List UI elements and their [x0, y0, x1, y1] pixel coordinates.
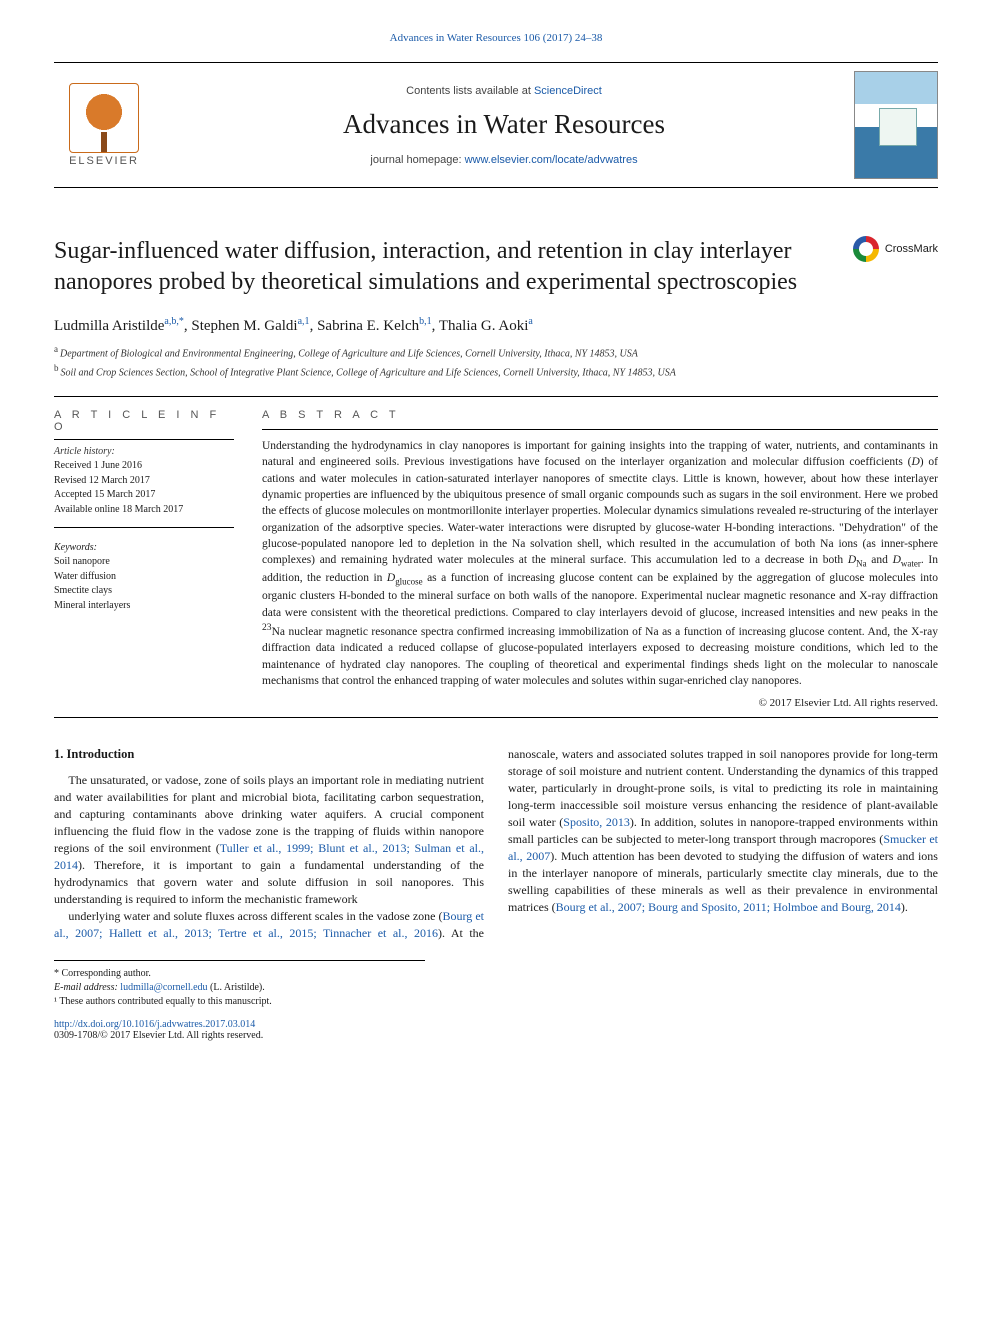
- crossmark-badge[interactable]: CrossMark: [853, 236, 938, 262]
- rule-above-abstract: [54, 396, 938, 397]
- journal-header: ELSEVIER Contents lists available at Sci…: [54, 62, 938, 188]
- history-label: Article history:: [54, 446, 234, 457]
- footnotes: * Corresponding author. E-mail address: …: [54, 960, 425, 1009]
- journal-cover-thumbnail: [854, 71, 938, 179]
- keyword: Soil nanopore: [54, 555, 234, 570]
- email-link[interactable]: ludmilla@cornell.edu: [120, 982, 207, 993]
- article-info-heading: A R T I C L E I N F O: [54, 409, 234, 433]
- journal-homepage: journal homepage: www.elsevier.com/locat…: [154, 154, 854, 166]
- affiliation-a: aDepartment of Biological and Environmen…: [54, 343, 938, 361]
- affiliation-b: bSoil and Crop Sciences Section, School …: [54, 362, 938, 380]
- homepage-label: journal homepage:: [370, 154, 464, 166]
- contents-label: Contents lists available at: [406, 85, 534, 97]
- running-citation: Advances in Water Resources 106 (2017) 2…: [54, 32, 938, 44]
- affiliations: aDepartment of Biological and Environmen…: [54, 343, 938, 380]
- keyword: Mineral interlayers: [54, 599, 234, 614]
- crossmark-icon: [853, 236, 879, 262]
- homepage-link[interactable]: www.elsevier.com/locate/advwatres: [465, 154, 638, 166]
- abstract-text: Understanding the hydrodynamics in clay …: [262, 438, 938, 689]
- history-received: Received 1 June 2016: [54, 459, 234, 474]
- body-two-column: 1. Introduction The unsaturated, or vado…: [54, 746, 938, 942]
- article-info-column: A R T I C L E I N F O Article history: R…: [54, 409, 234, 709]
- issn-copyright: 0309-1708/© 2017 Elsevier Ltd. All right…: [54, 1030, 938, 1041]
- keyword: Water diffusion: [54, 570, 234, 585]
- footnote-corresponding: * Corresponding author.: [54, 967, 425, 981]
- footnote-equal-contrib: ¹ These authors contributed equally to t…: [54, 995, 425, 1009]
- history-revised: Revised 12 March 2017: [54, 474, 234, 489]
- article-title: Sugar-influenced water diffusion, intera…: [54, 236, 812, 298]
- author-list: Ludmilla Aristildea,b,*, Stephen M. Gald…: [54, 316, 938, 335]
- rule-below-abstract: [54, 717, 938, 718]
- publisher-name: ELSEVIER: [69, 155, 139, 167]
- section-heading: 1. Introduction: [54, 746, 484, 764]
- doi-link[interactable]: http://dx.doi.org/10.1016/j.advwatres.20…: [54, 1019, 255, 1030]
- doi-block: http://dx.doi.org/10.1016/j.advwatres.20…: [54, 1019, 938, 1041]
- keywords-label: Keywords:: [54, 542, 234, 553]
- elsevier-tree-icon: [69, 83, 139, 153]
- crossmark-label: CrossMark: [885, 243, 938, 255]
- abstract-heading: A B S T R A C T: [262, 409, 938, 421]
- copyright-line: © 2017 Elsevier Ltd. All rights reserved…: [262, 697, 938, 709]
- publisher-logo: ELSEVIER: [54, 83, 154, 167]
- journal-title: Advances in Water Resources: [154, 109, 854, 140]
- keyword: Smectite clays: [54, 584, 234, 599]
- contents-available: Contents lists available at ScienceDirec…: [154, 85, 854, 97]
- body-paragraph: The unsaturated, or vadose, zone of soil…: [54, 772, 484, 908]
- history-accepted: Accepted 15 March 2017: [54, 488, 234, 503]
- footnote-email: E-mail address: ludmilla@cornell.edu (L.…: [54, 981, 425, 995]
- history-online: Available online 18 March 2017: [54, 503, 234, 518]
- sciencedirect-link[interactable]: ScienceDirect: [534, 85, 602, 97]
